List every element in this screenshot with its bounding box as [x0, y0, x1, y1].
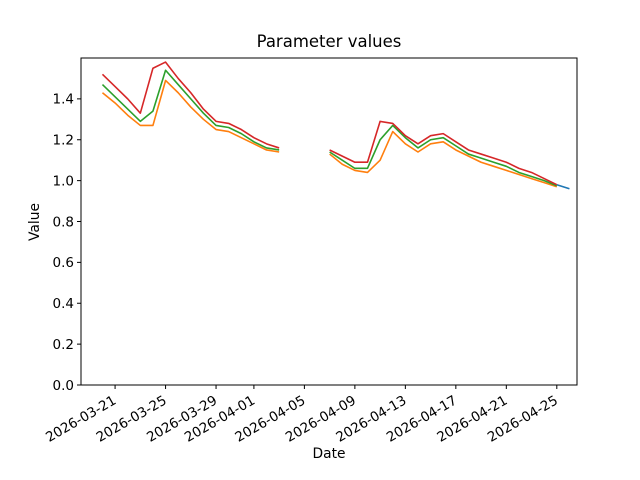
y-tick-label: 0.8	[53, 214, 74, 230]
y-axis-label: Value	[27, 203, 43, 241]
x-axis-label: Date	[312, 446, 346, 462]
axes-frame	[80, 57, 578, 386]
y-tick-label: 1.4	[53, 92, 74, 108]
y-tick-label: 1.2	[53, 133, 74, 149]
series-blue-line	[556, 183, 570, 190]
y-tick-label: 0.4	[53, 296, 74, 312]
series-green-line	[101, 69, 558, 187]
y-tick-label: 0.0	[53, 378, 74, 394]
series-red-line	[101, 61, 558, 186]
y-tick-label: 0.2	[53, 337, 74, 353]
y-tick-label: 1.0	[53, 173, 74, 189]
series-orange-line	[101, 79, 558, 188]
chart-title: Parameter values	[256, 32, 402, 51]
y-tick-label: 0.6	[53, 255, 74, 271]
